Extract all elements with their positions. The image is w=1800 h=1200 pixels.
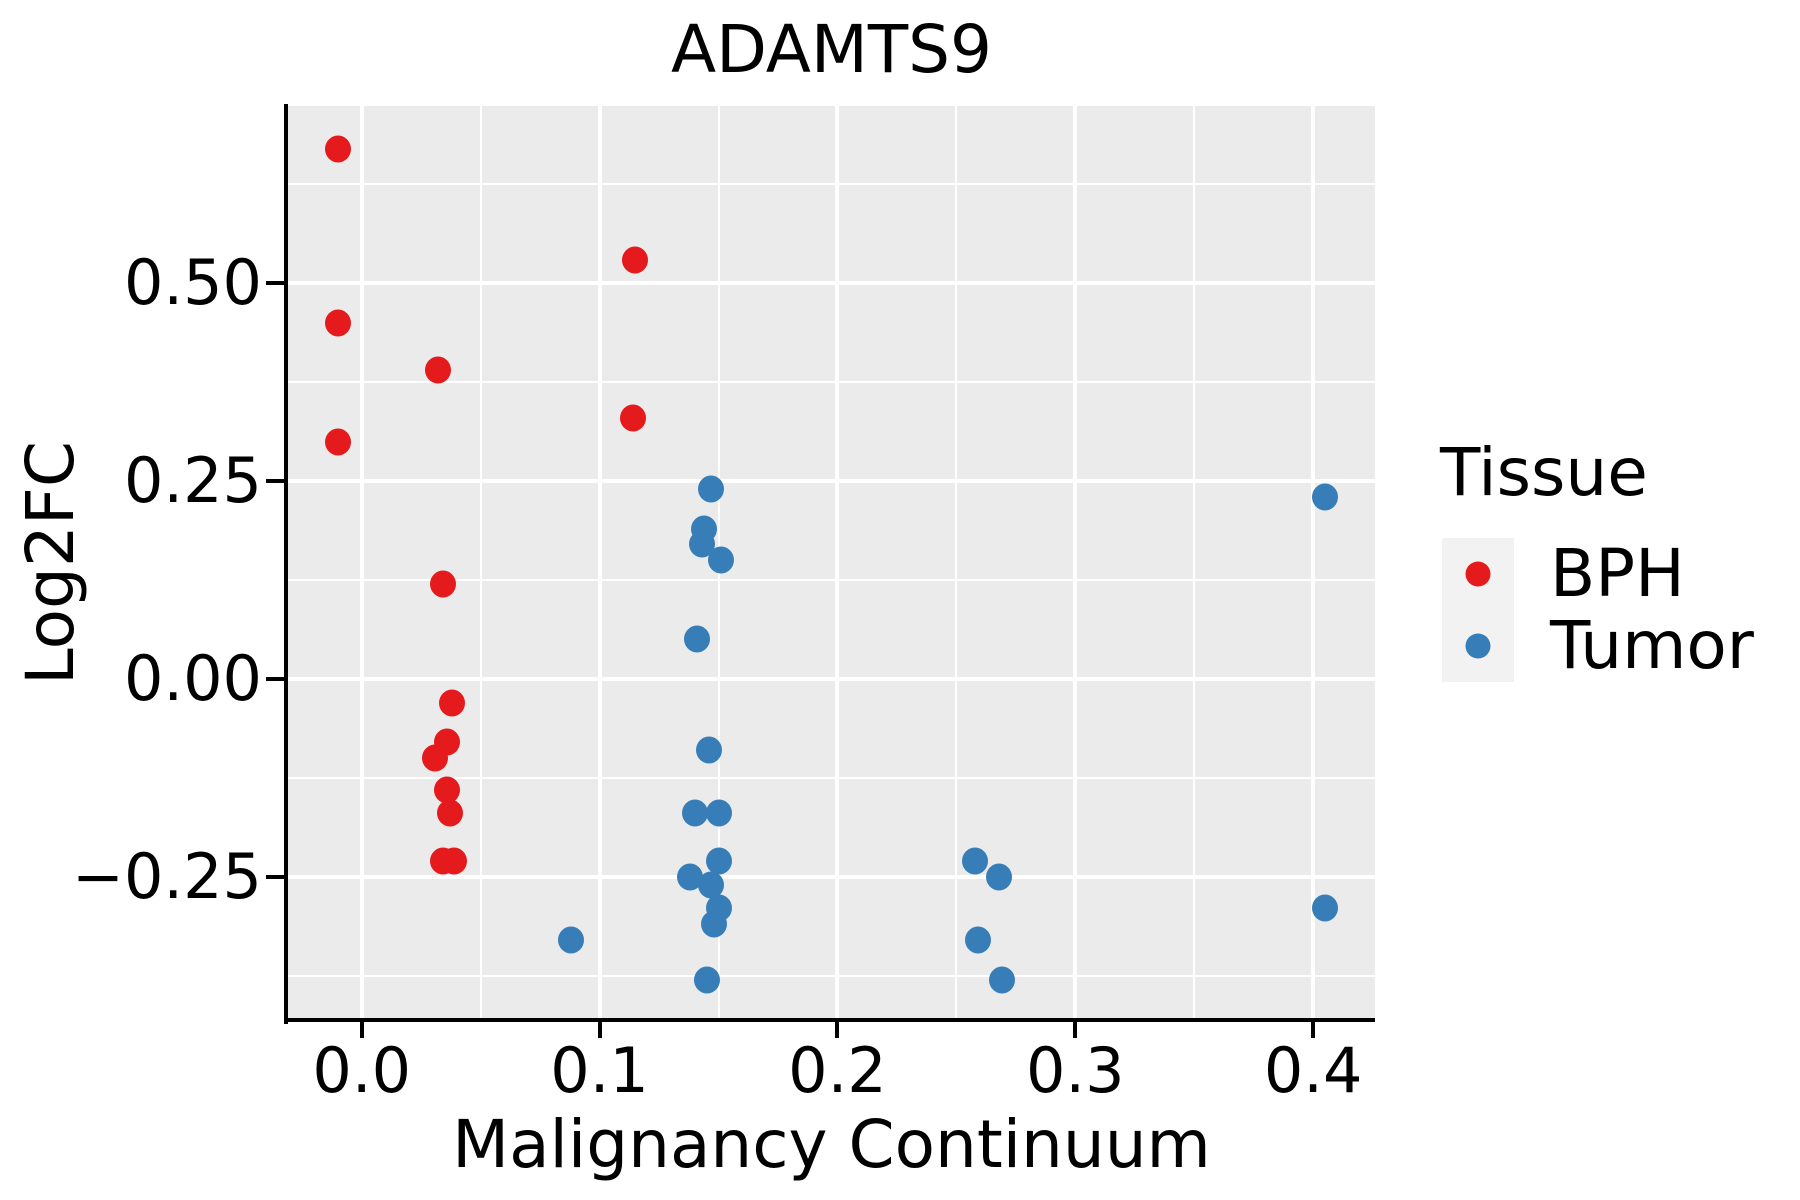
data-point-tumor: [698, 475, 725, 503]
legend-label-tumor: Tumor: [1550, 607, 1754, 684]
legend-label-bph: BPH: [1550, 535, 1685, 612]
data-point-tumor: [558, 926, 585, 954]
y-axis-spine: [284, 104, 288, 1024]
x-minor-gridline: [479, 106, 482, 1020]
legend: Tissue BPH Tumor: [1440, 440, 1780, 682]
y-tick-label: −0.25: [72, 839, 262, 913]
x-major-gridline: [1311, 106, 1316, 1020]
y-axis-tick: [266, 281, 284, 286]
y-axis-tick: [266, 479, 284, 484]
x-axis-tick: [835, 1022, 840, 1038]
x-minor-gridline: [1193, 106, 1196, 1020]
x-tick-label: 0.0: [312, 1034, 412, 1107]
data-point-bph: [441, 847, 468, 875]
x-tick-label: 0.3: [1025, 1034, 1125, 1107]
y-axis-tick: [266, 874, 284, 879]
y-tick-label: 0.25: [123, 444, 262, 518]
y-major-gridline: [288, 281, 1375, 286]
y-tick-label: 0.50: [123, 246, 262, 320]
data-point-bph: [424, 356, 451, 384]
data-point-tumor: [1312, 483, 1339, 511]
y-minor-gridline: [288, 974, 1375, 977]
y-major-gridline: [288, 676, 1375, 681]
legend-entry-tumor: Tumor: [1440, 610, 1780, 682]
data-point-tumor: [988, 966, 1015, 994]
x-axis-spine: [284, 1018, 1375, 1022]
x-minor-gridline: [955, 106, 958, 1020]
data-point-tumor: [698, 871, 725, 899]
y-minor-gridline: [288, 381, 1375, 384]
x-axis-tick: [359, 1022, 364, 1038]
tumor-marker-icon: [1465, 633, 1491, 659]
x-major-gridline: [835, 106, 840, 1020]
data-point-bph: [436, 799, 463, 827]
data-point-tumor: [693, 966, 720, 994]
data-point-tumor: [681, 799, 708, 827]
x-major-gridline: [597, 106, 602, 1020]
x-axis-tick: [1311, 1022, 1316, 1038]
x-tick-label: 0.1: [550, 1034, 649, 1107]
y-major-gridline: [288, 479, 1375, 484]
x-axis-tick: [1073, 1022, 1078, 1038]
data-point-tumor: [962, 847, 989, 875]
plot-panel: [288, 106, 1375, 1020]
data-point-bph: [439, 689, 466, 717]
x-axis-tick: [597, 1022, 602, 1038]
data-point-bph: [422, 744, 449, 772]
y-axis-title: Log2FC: [12, 441, 89, 685]
data-point-tumor: [705, 847, 732, 875]
data-point-bph: [619, 404, 646, 432]
data-point-tumor: [696, 736, 722, 764]
data-point-bph: [434, 776, 461, 804]
data-point-tumor: [707, 546, 734, 574]
y-axis-tick: [266, 676, 284, 681]
y-minor-gridline: [288, 776, 1375, 779]
y-tick-label: 0.00: [123, 641, 262, 715]
x-tick-label: 0.2: [788, 1034, 887, 1107]
x-major-gridline: [359, 106, 364, 1020]
legend-entry-bph: BPH: [1440, 538, 1780, 610]
data-point-tumor: [964, 926, 991, 954]
y-minor-gridline: [288, 579, 1375, 581]
data-point-tumor: [705, 799, 732, 827]
data-point-tumor: [1312, 894, 1339, 922]
bph-marker-icon: [1465, 561, 1491, 587]
x-major-gridline: [1073, 106, 1078, 1020]
data-point-bph: [324, 309, 351, 337]
data-point-tumor: [700, 910, 727, 938]
data-point-tumor: [986, 863, 1013, 891]
data-point-tumor: [684, 625, 711, 653]
y-minor-gridline: [288, 183, 1375, 186]
x-axis-title: Malignancy Continuum: [452, 1106, 1211, 1183]
data-point-bph: [622, 246, 649, 274]
plot-title: ADAMTS9: [670, 11, 993, 88]
data-point-bph: [429, 570, 456, 598]
data-point-bph: [324, 428, 351, 456]
x-tick-label: 0.4: [1263, 1034, 1363, 1107]
legend-title: Tissue: [1440, 434, 1648, 511]
data-point-bph: [324, 135, 351, 163]
y-major-gridline: [288, 874, 1375, 879]
